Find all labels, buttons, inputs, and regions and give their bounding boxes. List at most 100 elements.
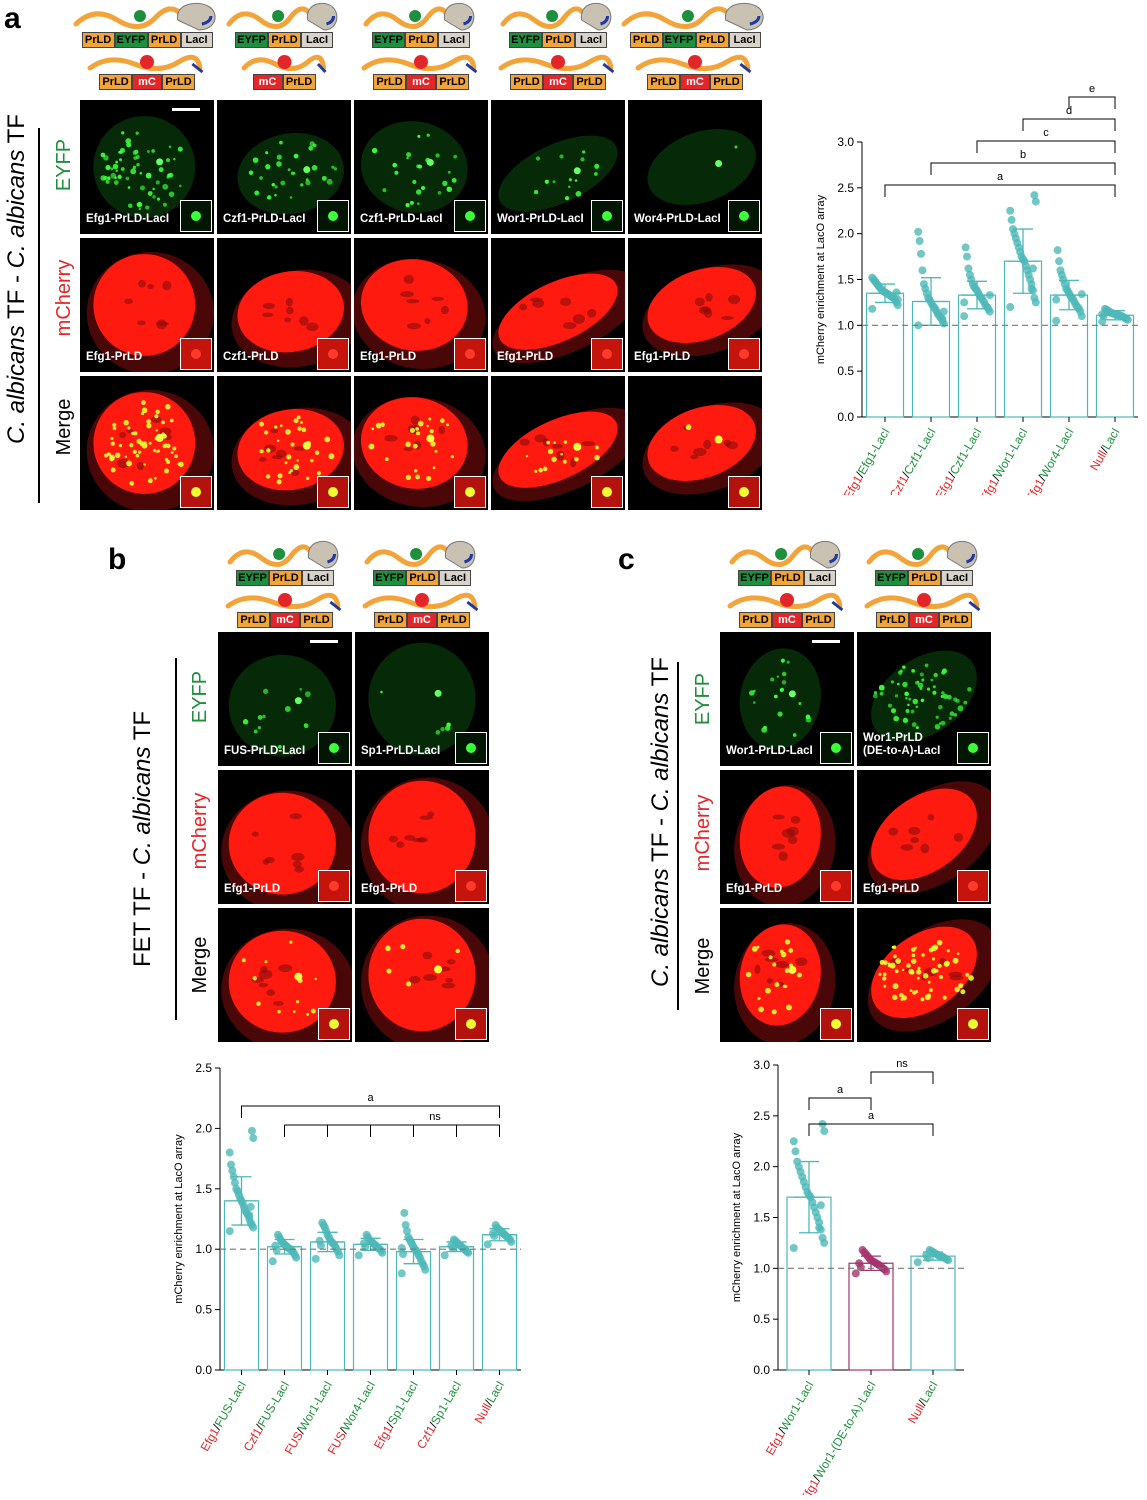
panel-a-merge-channel-label: Merge [53,398,75,456]
x-tick-label: Efg1/Wor1-LacI [977,426,1031,496]
micrograph-eyfp: Wor1-PrLD (DE-to-A)-LacI [857,632,991,766]
y-tick-label: 0.0 [195,1363,212,1377]
panel-b-merge-channel-label: Merge [189,936,211,994]
schematic-box-prld: PrLD [237,612,270,628]
data-point [1030,293,1039,302]
schematic-box-prld: PrLD [542,32,575,48]
significance-label: c [1043,127,1049,139]
bar [910,1255,956,1371]
mcherry-cartoon-icon [361,54,478,74]
micrograph-label: Wor1-PrLD (DE-to-A)-LacI [863,732,941,757]
schematic-box-prld: PrLD [437,612,470,628]
data-point [918,266,927,275]
data-point [914,321,923,330]
schematic-box-prld: PrLD [81,32,115,48]
micrograph-label: Efg1-PrLD [726,883,783,895]
data-point [915,237,924,245]
schematic-box-prld: PrLD [802,612,835,628]
data-point [397,1243,406,1252]
y-tick-label: 2.5 [195,1061,212,1075]
bar [481,1234,518,1371]
data-point [354,1251,363,1260]
data-point [820,1127,829,1136]
x-tick-label: Czf1/Czf1-LacI [887,426,939,496]
micrograph-mcherry: Efg1-PrLD [80,238,214,372]
schematic-box-prld: PrLD [373,74,406,90]
panel-c-eyfp-channel-label: EYFP [692,672,714,726]
data-point [311,1254,320,1263]
data-point [818,1233,827,1242]
zoom-inset [317,338,349,370]
micrograph-label: Efg1-PrLD [224,883,281,895]
data-point [488,1229,497,1238]
zoom-inset [180,476,212,508]
y-tick-label: 1.5 [837,273,854,287]
data-point [961,243,970,252]
y-tick-label: 3.0 [753,1058,770,1072]
schematic-box-prld: PrLD [406,570,439,586]
data-point [963,252,972,261]
zoom-inset [454,338,486,370]
micrograph-eyfp: Sp1-PrLD-LacI [355,632,489,766]
data-point [397,1269,406,1278]
data-point [789,1244,798,1252]
x-tick-label: Efg1/Sp1-LacI [371,1379,421,1452]
schematic-box-eyfp: EYFP [236,570,269,586]
x-tick-label: Null/LacI [905,1379,940,1426]
schematic-box-prld: PrLD [162,74,195,90]
x-tick-label: Efg1/FUS-LacI [198,1379,249,1454]
y-tick-label: 1.0 [837,318,854,332]
panel-c-side-title: C. albicans TF - C. albicans TF [647,657,674,987]
panel-label-b: b [108,543,127,576]
data-point [816,1201,825,1210]
zoom-inset [317,200,349,232]
data-point [1030,191,1039,200]
significance-label: e [1089,83,1095,95]
x-tick-label: Null/LacI [1087,426,1122,473]
zoom-inset [180,338,212,370]
micrograph-label: Wor1-PrLD-LacI [726,745,813,757]
data-point [400,1208,409,1217]
data-point [318,1218,327,1227]
y-tick-label: 2.5 [837,181,854,195]
micrograph-eyfp: Czf1-PrLD-LacI [354,100,488,234]
schematic-box-prld: PrLD [282,74,316,90]
data-point [1056,266,1065,275]
panel-a-eyfp-channel-label: EYFP [53,138,75,192]
zoom-inset [957,870,989,902]
zoom-inset [728,338,760,370]
schematic-box-laci: LacI [301,32,333,48]
significance-bracket [1022,118,1116,131]
micrograph-label: Efg1-PrLD-LacI [86,213,170,225]
schematic-box-eyfp: EYFP [235,32,268,48]
micrograph-mcherry: Efg1-PrLD [720,770,854,904]
protein-cartoon-icon [729,540,841,569]
panel-a-rule [38,128,40,503]
micrograph-merge [628,376,762,510]
y-tick-label: 0.0 [837,410,854,424]
schematic-box-mc: mC [270,612,300,628]
micrograph-label: Czf1-PrLD [223,351,279,363]
zoom-inset [820,1008,852,1040]
data-point [922,1251,931,1260]
data-point [917,249,926,258]
mcherry-cartoon-icon [864,592,981,612]
schematic-box-mc: mC [772,612,802,628]
micrograph-merge [217,376,351,510]
schematic-box-laci: LacI [575,32,607,48]
panel-a-bar-chart: mCherry enrichment at LacO array 0.0 0.5 1.… [815,83,1138,496]
micrograph-eyfp: Efg1-PrLD-LacI [80,100,214,234]
schematic-box-prld: PrLD [876,612,909,628]
schematic-box-prld: PrLD [405,32,438,48]
schematic-box-mc: mC [407,612,437,628]
y-tick-label: 1.0 [753,1261,770,1275]
zoom-inset [820,870,852,902]
panel-b-eyfp-channel-label: EYFP [189,670,211,724]
schematic-box-mc: mC [543,74,573,90]
schematic-box-prld: PrLD [510,74,543,90]
data-point [1098,310,1107,319]
micrograph-label: Wor4-PrLD-LacI [634,213,721,225]
bar [266,1246,303,1371]
significance-bracket [1068,96,1116,109]
data-point [315,1236,324,1245]
